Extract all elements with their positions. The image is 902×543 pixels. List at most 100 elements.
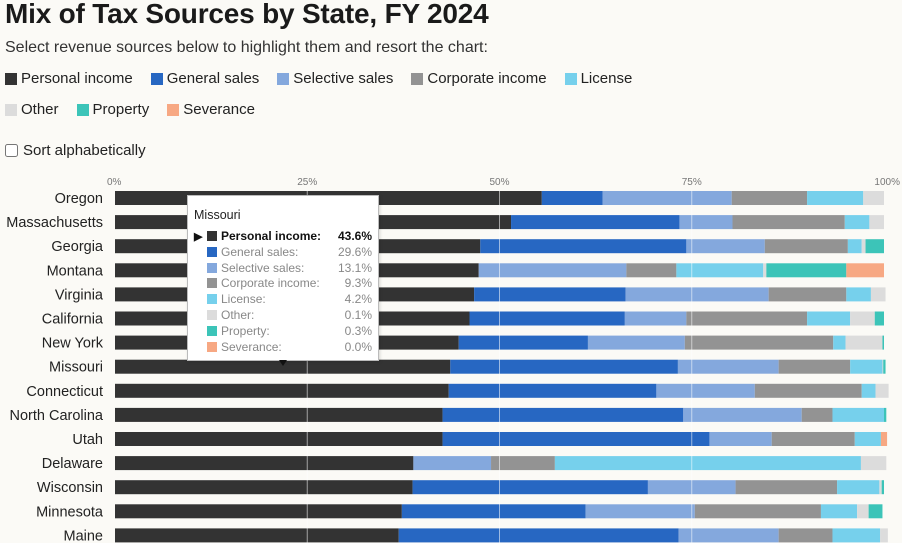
tooltip-row-value: 0.1% xyxy=(344,308,372,322)
legend-general-sales[interactable]: General sales xyxy=(150,70,260,87)
bar-segment xyxy=(412,480,648,495)
bar-segment xyxy=(833,335,846,350)
legend-label: License xyxy=(580,70,633,87)
state-label: Connecticut xyxy=(26,384,103,400)
sort-checkbox[interactable] xyxy=(5,144,18,157)
tooltip-row: Selective sales: 13.1% xyxy=(194,260,372,276)
bar-segment xyxy=(807,191,864,205)
bar-segment xyxy=(678,528,779,543)
state-label: Massachusetts xyxy=(6,215,103,231)
state-label: Montana xyxy=(47,263,104,279)
chart-subtitle: Select revenue sources below to highligh… xyxy=(5,39,488,56)
tooltip-row-value: 43.6% xyxy=(337,229,372,243)
sort-label: Sort alphabetically xyxy=(23,142,146,159)
bar-segment xyxy=(115,504,402,519)
bar-segment xyxy=(820,504,858,519)
bar-segment xyxy=(763,263,767,278)
bar-segment xyxy=(860,456,887,471)
state-label: New York xyxy=(42,336,104,352)
tooltip-swatch xyxy=(207,262,217,273)
bar-segment xyxy=(554,456,861,471)
bar-segment xyxy=(115,407,443,422)
bar-segment xyxy=(807,311,851,326)
bar-segment xyxy=(480,239,687,254)
legend-license[interactable]: License xyxy=(564,70,633,87)
bar-segment xyxy=(850,359,883,374)
bar-segment xyxy=(686,239,765,254)
x-tick-label: 0% xyxy=(107,177,122,188)
legend-property[interactable]: Property xyxy=(76,101,149,118)
legend-severance[interactable]: Severance xyxy=(167,101,255,118)
hover-pointer xyxy=(279,360,287,366)
bar-segment xyxy=(491,456,555,471)
bar-segment xyxy=(874,311,884,326)
tooltip-swatch xyxy=(207,231,217,241)
bar-segment xyxy=(686,311,808,326)
tooltip-row-value: 29.6% xyxy=(337,244,372,259)
tooltip-row: License: 4.2% xyxy=(194,291,372,307)
tooltip-row: General sales: 29.6% xyxy=(194,244,372,260)
bar-segment xyxy=(442,432,710,446)
tooltip-row: Property: 0.3% xyxy=(194,323,372,339)
tooltip-row-value: 4.2% xyxy=(344,292,372,307)
bar-segment xyxy=(869,215,884,230)
bar-segment xyxy=(881,480,884,495)
bar-segment xyxy=(854,432,881,446)
tooltip-swatch xyxy=(207,278,217,289)
legend-swatch xyxy=(5,103,17,116)
bar-segment xyxy=(442,407,684,422)
legend-row-1: Personal income General sales Selective … xyxy=(5,70,650,87)
sort-alphabetically-toggle[interactable]: Sort alphabetically xyxy=(4,142,146,159)
bar-segment xyxy=(474,287,626,302)
bar-segment xyxy=(832,407,884,422)
bar-segment xyxy=(884,407,887,422)
bar-segment xyxy=(754,383,862,398)
tooltip-row: Other: 0.1% xyxy=(194,307,372,323)
bar-segment xyxy=(875,383,889,398)
legend-other[interactable]: Other xyxy=(5,101,59,118)
legend-selective-sales[interactable]: Selective sales xyxy=(277,70,393,87)
state-label: North Carolina xyxy=(10,408,104,424)
bar-segment xyxy=(879,480,882,495)
bar-segment xyxy=(801,407,833,422)
legend-swatch xyxy=(277,72,290,85)
bar-segment xyxy=(868,504,883,519)
bar-segment xyxy=(511,215,680,230)
state-label: Georgia xyxy=(51,239,104,255)
bar-segment xyxy=(857,504,869,519)
legend-swatch xyxy=(150,72,163,85)
bar-segment xyxy=(626,263,677,278)
state-label: Maine xyxy=(64,528,104,543)
tooltip-row-value: 13.1% xyxy=(337,260,372,275)
bar-segment xyxy=(882,335,884,350)
legend-corporate-income[interactable]: Corporate income xyxy=(411,70,547,87)
tooltip-swatch xyxy=(207,246,217,257)
legend-row-2: Other Property Severance xyxy=(5,101,273,118)
tooltip-row-label: General sales: xyxy=(221,244,299,259)
bar-segment xyxy=(863,191,884,205)
bar-segment xyxy=(115,480,413,495)
bar-segment xyxy=(847,239,862,254)
tooltip-row: Severance: 0.0% xyxy=(194,339,372,355)
tooltip-row-value: 0.0% xyxy=(344,339,372,354)
state-label: Missouri xyxy=(49,360,103,376)
legend-swatch xyxy=(564,72,577,85)
bar-segment xyxy=(832,528,881,543)
bar-segment xyxy=(625,287,769,302)
bar-segment xyxy=(448,383,657,398)
legend-label: Other xyxy=(21,101,59,118)
tooltip-row-value: 0.3% xyxy=(344,323,372,338)
bar-segment xyxy=(115,528,399,543)
legend-personal-income[interactable]: Personal income xyxy=(5,70,133,87)
tooltip-row-label: License: xyxy=(221,292,266,307)
legend-swatch xyxy=(411,72,424,85)
tooltip-row-value: 9.3% xyxy=(344,276,372,291)
x-tick-label: 75% xyxy=(682,177,702,188)
bar-segment xyxy=(771,432,855,446)
state-label: Delaware xyxy=(42,456,103,472)
legend-label: General sales xyxy=(166,70,260,87)
tooltip-row-label: Corporate income: xyxy=(221,276,320,291)
bar-segment xyxy=(764,239,848,254)
bar-segment xyxy=(677,359,779,374)
legend-swatch xyxy=(5,72,17,85)
